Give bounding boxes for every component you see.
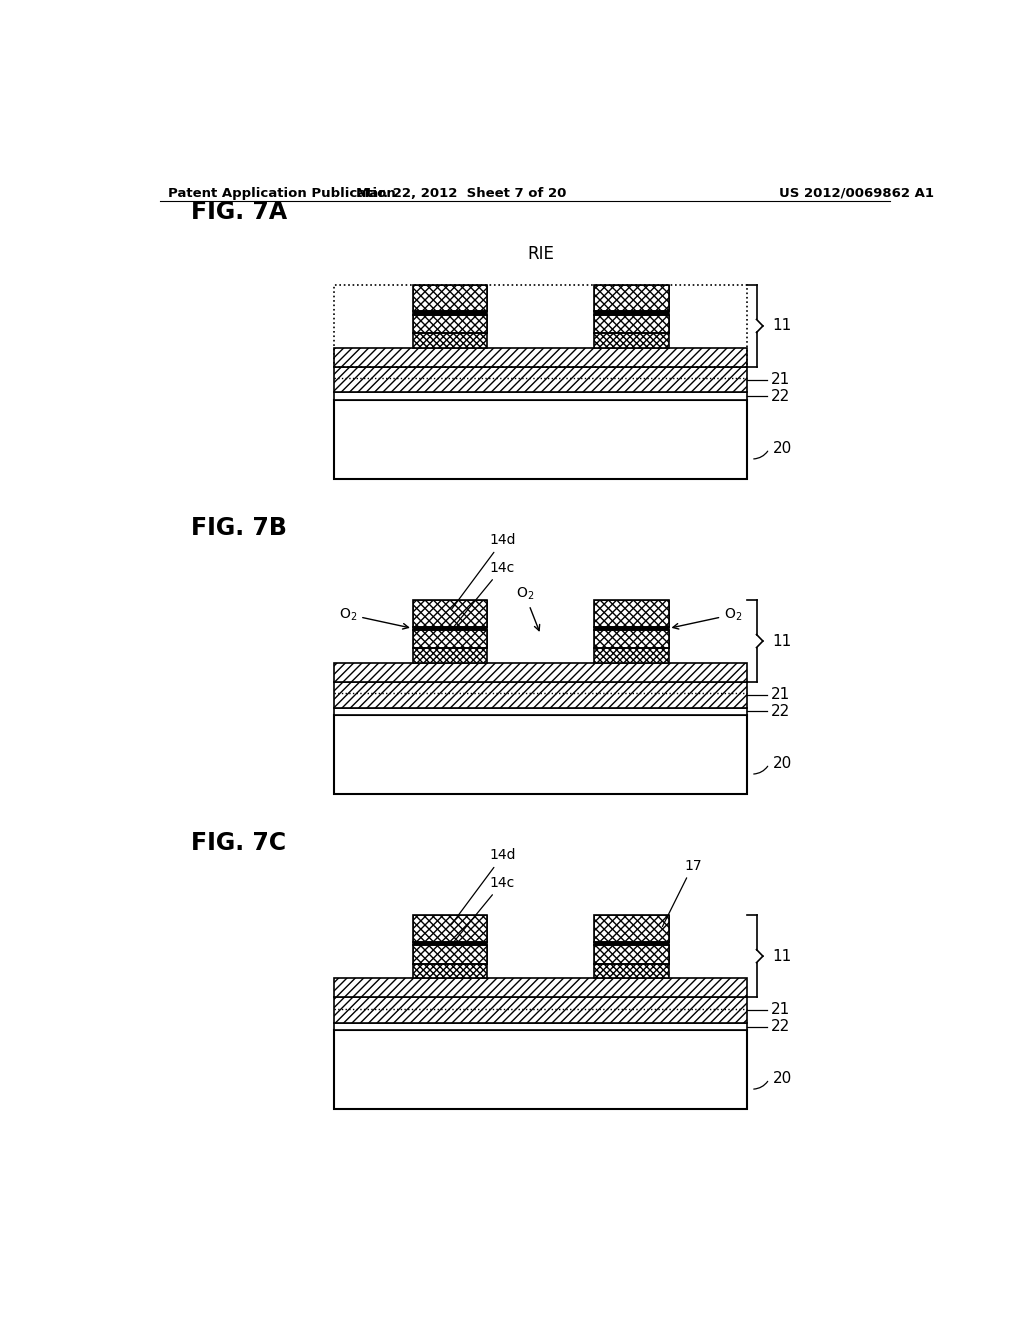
Text: US 2012/0069862 A1: US 2012/0069862 A1	[778, 187, 934, 199]
Bar	[413, 915, 487, 941]
Text: 20: 20	[773, 441, 793, 457]
Bar	[594, 915, 669, 941]
Bar	[413, 312, 487, 314]
Text: 17: 17	[663, 858, 701, 927]
Bar	[594, 334, 669, 347]
Bar	[334, 663, 748, 682]
Bar	[413, 285, 487, 312]
Bar	[413, 630, 487, 648]
Text: 11: 11	[772, 634, 792, 648]
Text: 20: 20	[773, 756, 793, 771]
Text: 14d: 14d	[452, 849, 516, 924]
Bar	[413, 334, 487, 347]
Text: 22: 22	[771, 704, 791, 719]
Text: 21: 21	[771, 688, 791, 702]
Text: 11: 11	[772, 949, 792, 964]
Bar	[334, 285, 748, 367]
Bar	[334, 978, 748, 997]
Bar	[334, 392, 748, 400]
Bar	[413, 601, 487, 627]
Text: FIG. 7C: FIG. 7C	[191, 830, 287, 854]
Bar	[413, 941, 487, 945]
Bar	[594, 945, 669, 964]
Bar	[334, 997, 748, 1023]
Text: O$_2$: O$_2$	[673, 606, 742, 630]
Bar	[594, 601, 669, 627]
Bar	[334, 400, 748, 479]
Text: O$_2$: O$_2$	[339, 606, 409, 630]
Bar	[413, 945, 487, 964]
Bar	[594, 314, 669, 334]
Bar	[594, 285, 669, 312]
Bar	[594, 945, 669, 964]
Bar	[413, 915, 487, 941]
Text: 11: 11	[772, 318, 792, 334]
Bar	[594, 285, 669, 312]
Text: RIE: RIE	[527, 244, 554, 263]
Bar	[413, 630, 487, 648]
Bar	[413, 648, 487, 663]
Bar	[594, 964, 669, 978]
Text: 21: 21	[771, 1002, 791, 1018]
Text: 14d: 14d	[452, 533, 516, 610]
Text: 14c: 14c	[452, 561, 515, 630]
Text: 22: 22	[771, 1019, 791, 1034]
Text: O$_2$: O$_2$	[516, 586, 540, 631]
Text: FIG. 7A: FIG. 7A	[191, 201, 288, 224]
Text: Patent Application Publication: Patent Application Publication	[168, 187, 395, 199]
Bar	[334, 715, 748, 793]
Bar	[594, 630, 669, 648]
Text: FIG. 7B: FIG. 7B	[191, 516, 288, 540]
Text: 14c: 14c	[452, 876, 515, 945]
Text: 21: 21	[771, 372, 791, 387]
Text: 22: 22	[771, 389, 791, 404]
Bar	[334, 682, 748, 708]
Bar	[594, 601, 669, 627]
Text: 20: 20	[773, 1072, 793, 1086]
Bar	[334, 1023, 748, 1031]
Bar	[413, 601, 487, 627]
Bar	[594, 312, 669, 314]
Bar	[334, 367, 748, 392]
Bar	[594, 630, 669, 648]
Bar	[594, 627, 669, 630]
Bar	[413, 964, 487, 978]
Bar	[334, 1031, 748, 1109]
Bar	[334, 347, 748, 367]
Bar	[334, 708, 748, 715]
Bar	[413, 285, 487, 312]
Bar	[413, 314, 487, 334]
Text: Mar. 22, 2012  Sheet 7 of 20: Mar. 22, 2012 Sheet 7 of 20	[356, 187, 566, 199]
Bar	[413, 627, 487, 630]
Bar	[594, 314, 669, 334]
Bar	[594, 941, 669, 945]
Bar	[594, 648, 669, 663]
Bar	[413, 314, 487, 334]
Bar	[413, 945, 487, 964]
Bar	[594, 915, 669, 941]
